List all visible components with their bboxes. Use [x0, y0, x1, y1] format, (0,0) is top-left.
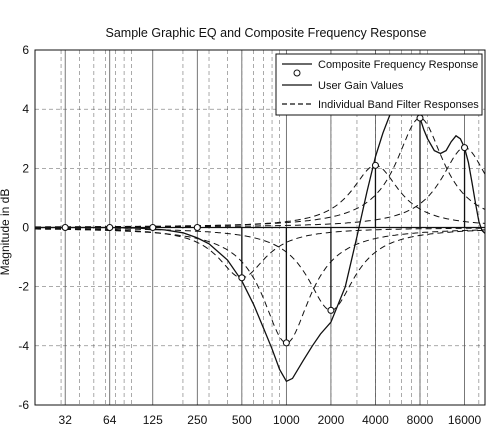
x-tick-label: 250: [187, 413, 207, 427]
x-tick-label: 4000: [362, 413, 389, 427]
gain-marker: [460, 144, 469, 152]
gain-marker: [371, 161, 380, 169]
y-tick-label: -4: [18, 339, 29, 353]
gain-marker: [238, 274, 246, 282]
x-tick-label: 8000: [407, 413, 434, 427]
legend: Composite Frequency Response User Gain V…: [275, 53, 483, 116]
gain-marker: [193, 223, 201, 232]
x-tick-label: 32: [59, 413, 73, 427]
x-tick-label: 125: [143, 413, 163, 427]
x-tick-label: 1000: [273, 413, 300, 427]
gain-marker: [149, 223, 157, 232]
band-response-curve: [35, 117, 486, 228]
band-response-curve: [35, 147, 486, 228]
x-tick-label: 64: [103, 413, 117, 427]
x-tick-label: 2000: [318, 413, 345, 427]
band-response-curve: [35, 227, 485, 279]
legend-label-composite: Composite Frequency Response: [318, 59, 478, 71]
band-response-curve: [35, 228, 485, 344]
y-axis-label: Magnitude in dB: [0, 189, 12, 276]
gain-marker: [282, 339, 290, 347]
y-tick-label: 6: [22, 43, 29, 57]
composite-response-line: [35, 90, 486, 383]
y-tick-label: 2: [22, 161, 29, 175]
gain-marker: [327, 306, 335, 314]
y-tick-label: -2: [18, 280, 29, 294]
x-tick-label: 500: [232, 413, 252, 427]
gain-marker: [416, 114, 424, 122]
tick-labels: 32 64 125 250 500 1000 2000 4000 8000 16000-6-4-2…: [18, 43, 481, 427]
y-tick-label: -6: [18, 398, 29, 412]
legend-label-bands: Individual Band Filter Responses: [318, 99, 479, 111]
y-tick-label: 0: [22, 221, 29, 235]
gain-marker: [61, 223, 69, 232]
series-layer: [34, 90, 486, 383]
band-response-curve: [35, 227, 486, 311]
plot-frame: [34, 49, 486, 406]
chart-title: Sample Graphic EQ and Composite Frequenc…: [106, 26, 427, 40]
gain-marker: [106, 223, 114, 232]
band-response-curve: [34, 164, 486, 228]
legend-swatch-marker: [293, 69, 301, 77]
x-tick-label: 16000: [448, 413, 482, 427]
legend-label-gain: User Gain Values: [318, 80, 404, 92]
y-tick-label: 4: [22, 102, 29, 116]
